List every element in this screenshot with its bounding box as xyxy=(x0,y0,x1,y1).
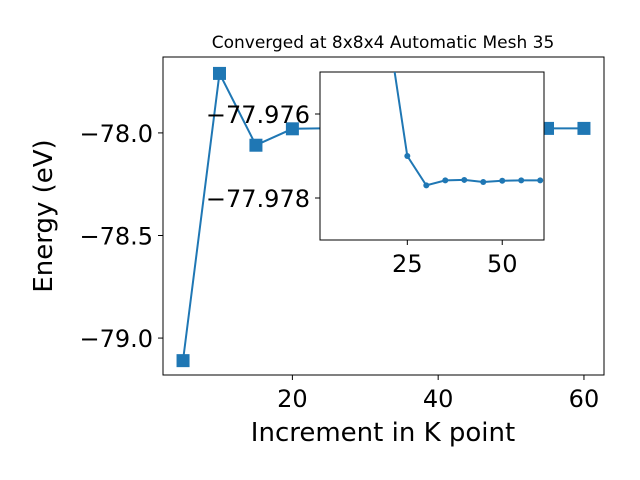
y-axis-label: Energy (eV) xyxy=(29,139,59,292)
inset-data-point xyxy=(423,182,430,189)
main-y-ticks: −79.0 −78.5 −78.0 xyxy=(79,120,163,353)
inset-x-ticks: 25 50 xyxy=(392,240,518,278)
main-x-ticks: 20 40 60 xyxy=(277,375,599,413)
inset-data-point xyxy=(442,177,449,184)
chart-title: Converged at 8x8x4 Automatic Mesh 35 xyxy=(212,33,555,53)
inset-data-point xyxy=(480,179,487,186)
main-data-point xyxy=(176,354,190,368)
main-data-point xyxy=(249,138,263,152)
main-data-point xyxy=(577,121,591,135)
main-x-tick-label: 40 xyxy=(423,385,454,413)
inset-data-point xyxy=(499,177,506,184)
inset-data-point xyxy=(518,177,525,184)
main-x-tick-label: 60 xyxy=(569,385,600,413)
inset-plot-area xyxy=(393,72,544,189)
x-axis-label: Increment in K point xyxy=(251,418,515,448)
inset-x-tick-label: 25 xyxy=(392,250,423,278)
main-data-point xyxy=(285,122,299,136)
main-y-tick-label: −79.0 xyxy=(79,325,153,353)
main-data-point xyxy=(212,66,226,80)
inset-y-ticks: −77.978 −77.976 xyxy=(206,101,320,213)
main-x-tick-label: 20 xyxy=(277,385,308,413)
inset-x-tick-label: 50 xyxy=(487,250,518,278)
inset-data-point xyxy=(537,177,544,184)
inset-y-tick-label: −77.976 xyxy=(206,101,310,129)
main-y-tick-label: −78.0 xyxy=(79,120,153,148)
inset-y-tick-label: −77.978 xyxy=(206,185,310,213)
inset-data-point xyxy=(404,153,411,159)
inset-data-point xyxy=(461,176,468,183)
inset-plot-frame xyxy=(319,71,545,241)
main-y-tick-label: −78.5 xyxy=(79,222,153,250)
